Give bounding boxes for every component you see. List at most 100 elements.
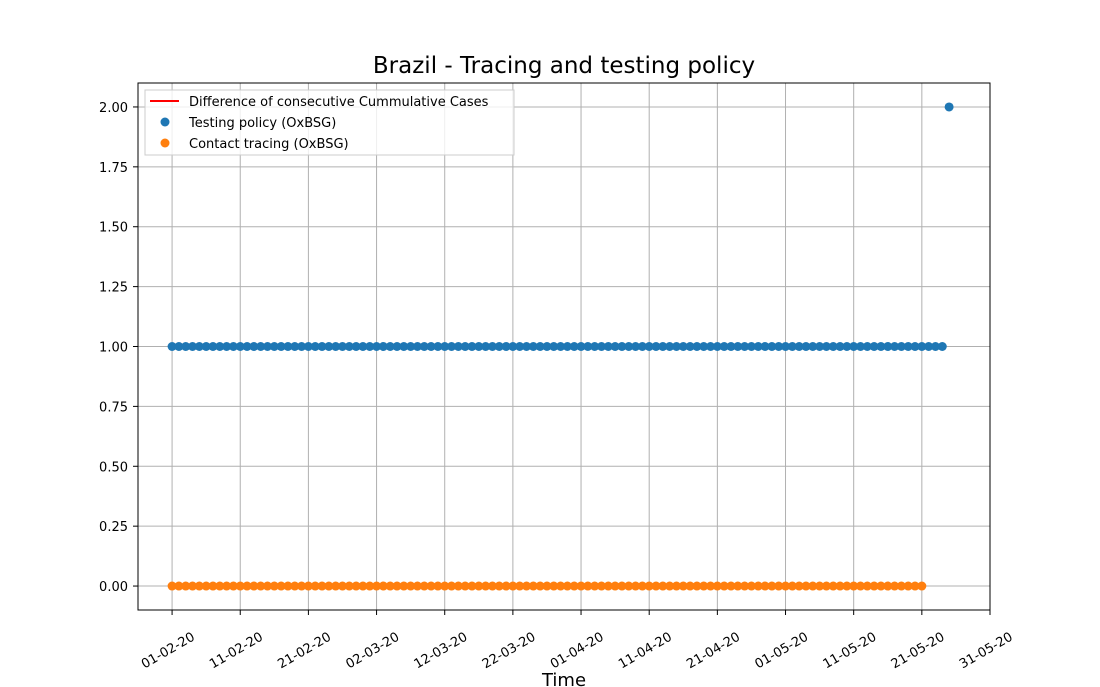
y-tick-label: 0.25 (99, 520, 128, 535)
testing-policy-point (815, 342, 825, 351)
testing-policy-point (876, 342, 886, 351)
contact-tracing-point (487, 581, 497, 591)
x-tick-label: 21-04-20 (684, 630, 743, 672)
testing-policy-point (740, 342, 750, 351)
contact-tracing-point (467, 581, 477, 591)
contact-tracing-point (699, 581, 709, 591)
testing-policy-point (324, 342, 334, 351)
contact-tracing-point (494, 581, 504, 591)
testing-policy-point (515, 342, 525, 351)
legend-label-cases: Difference of consecutive Cummulative Ca… (189, 95, 489, 110)
y-tick-label: 1.00 (99, 341, 128, 356)
testing-policy-point (331, 342, 341, 351)
testing-policy-point (930, 342, 940, 351)
contact-tracing-point (760, 581, 770, 591)
testing-policy-point (944, 102, 954, 112)
testing-policy-point (753, 342, 763, 351)
testing-policy-point (869, 342, 879, 351)
testing-policy-point (528, 342, 538, 351)
testing-policy-point (419, 342, 429, 351)
testing-policy-point (651, 342, 661, 351)
contact-tracing-point (290, 581, 300, 591)
testing-policy-point (351, 342, 361, 351)
testing-policy-point (678, 342, 688, 351)
contact-tracing-point (556, 581, 566, 591)
testing-policy-point (453, 342, 463, 351)
testing-policy-point (712, 342, 722, 351)
contact-tracing-point (896, 581, 906, 591)
testing-policy-point (746, 342, 756, 351)
x-tick-label: 11-04-20 (616, 630, 675, 672)
contact-tracing-point (740, 581, 750, 591)
contact-tracing-point (821, 581, 831, 591)
x-tick-label: 11-02-20 (207, 630, 266, 672)
testing-policy-point (794, 342, 804, 351)
contact-tracing-point (188, 581, 198, 591)
contact-tracing-point (890, 581, 900, 591)
testing-policy-point (208, 342, 218, 351)
contact-tracing-point (501, 581, 511, 591)
testing-policy-point (317, 342, 327, 351)
testing-policy-point (392, 342, 402, 351)
contact-tracing-point (787, 581, 797, 591)
y-tick-label: 0.00 (99, 580, 128, 595)
y-axis-ticks: 0.00 0.25 0.50 0.75 1.00 1.25 1.50 1.75 2.00 (99, 101, 138, 595)
contact-tracing-point (658, 581, 668, 591)
testing-policy-point (290, 342, 300, 351)
testing-policy-point (426, 342, 436, 351)
contact-tracing-point (222, 581, 232, 591)
contact-tracing-point (331, 581, 341, 591)
contact-tracing-point (344, 581, 354, 591)
testing-policy-point (460, 342, 470, 351)
testing-policy-point (501, 342, 511, 351)
x-axis-ticks: 01-02-20 11-02-20 21-02-20 02-03-20 12-03-20… (139, 610, 1016, 672)
contact-tracing-point (726, 581, 736, 591)
contact-tracing-point (542, 581, 552, 591)
data-points (167, 102, 954, 591)
contact-tracing-point (815, 581, 825, 591)
contact-tracing-point (201, 581, 211, 591)
contact-tracing-point (399, 581, 409, 591)
contact-tracing-point (378, 581, 388, 591)
contact-tracing-point (276, 581, 286, 591)
contact-tracing-point (596, 581, 606, 591)
contact-tracing-point (917, 581, 927, 591)
contact-tracing-point (522, 581, 532, 591)
testing-policy-point (249, 342, 259, 351)
contact-tracing-point (876, 581, 886, 591)
contact-tracing-point (569, 581, 579, 591)
contact-tracing-point (583, 581, 593, 591)
contact-tracing-point (678, 581, 688, 591)
x-tick-label: 22-03-20 (480, 630, 539, 672)
contact-tracing-point (194, 581, 204, 591)
contact-tracing-point (692, 581, 702, 591)
x-axis-label: Time (541, 670, 586, 687)
contact-tracing-point (181, 581, 191, 591)
testing-policy-point (849, 342, 859, 351)
contact-tracing-point (447, 581, 457, 591)
testing-policy-point (194, 342, 204, 351)
contact-tracing-point (903, 581, 913, 591)
testing-policy-point (917, 342, 927, 351)
testing-policy-point (890, 342, 900, 351)
contact-tracing-point (685, 581, 695, 591)
testing-policy-point (828, 342, 838, 351)
testing-policy-point (767, 342, 777, 351)
testing-policy-point (665, 342, 675, 351)
testing-policy-point (215, 342, 225, 351)
testing-policy-point (671, 342, 681, 351)
testing-policy-point (569, 342, 579, 351)
testing-policy-point (603, 342, 613, 351)
contact-tracing-point (801, 581, 811, 591)
testing-policy-point (433, 342, 443, 351)
legend-swatch-testing (160, 117, 170, 127)
contact-tracing-point (481, 581, 491, 591)
contact-tracing-point (631, 581, 641, 591)
testing-policy-point (556, 342, 566, 351)
testing-policy-point (862, 342, 872, 351)
testing-policy-point (808, 342, 818, 351)
testing-policy-point (562, 342, 572, 351)
testing-policy-point (222, 342, 232, 351)
